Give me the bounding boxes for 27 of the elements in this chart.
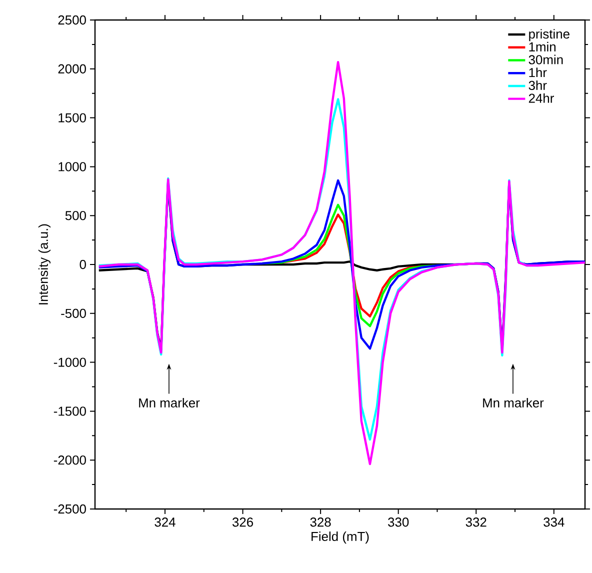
x-tick-label: 326 [232, 518, 254, 527]
y-tick-label: 2000 [58, 64, 86, 74]
x-tick-label: 332 [466, 518, 486, 527]
y-tick-label: -500 [61, 308, 86, 318]
y-tick-label: 500 [65, 211, 86, 220]
legend-label: 30min [528, 54, 563, 64]
legend-label: 3hr [528, 80, 547, 90]
x-tick-label: 334 [544, 518, 564, 527]
legend-label: 1hr [529, 68, 547, 78]
annotation: Mn marker [139, 398, 200, 408]
x-tick-label: 328 [310, 518, 331, 527]
y-tick-label: -2500 [54, 504, 86, 514]
y-tick-label: 0 [80, 260, 86, 270]
y-tick-label: -2000 [54, 456, 86, 465]
y-tick-label: 1000 [58, 162, 86, 172]
legend-label: 1min [529, 42, 556, 52]
annotation: Mn marker [483, 398, 544, 408]
y-tick-label: 1500 [58, 113, 86, 122]
x-tick-label: 324 [154, 518, 176, 527]
y-tick-label: -1000 [54, 358, 86, 367]
x-axis-title: Field (mT) [312, 532, 369, 544]
y-axis-title: Intensity (a.u.) [38, 224, 51, 304]
legend-label: 24hr [528, 93, 554, 103]
x-tick-label: 330 [388, 518, 409, 527]
y-tick-label: 2500 [58, 15, 86, 25]
legend-label: pristine [529, 29, 570, 42]
y-tick-label: -1500 [54, 406, 86, 416]
